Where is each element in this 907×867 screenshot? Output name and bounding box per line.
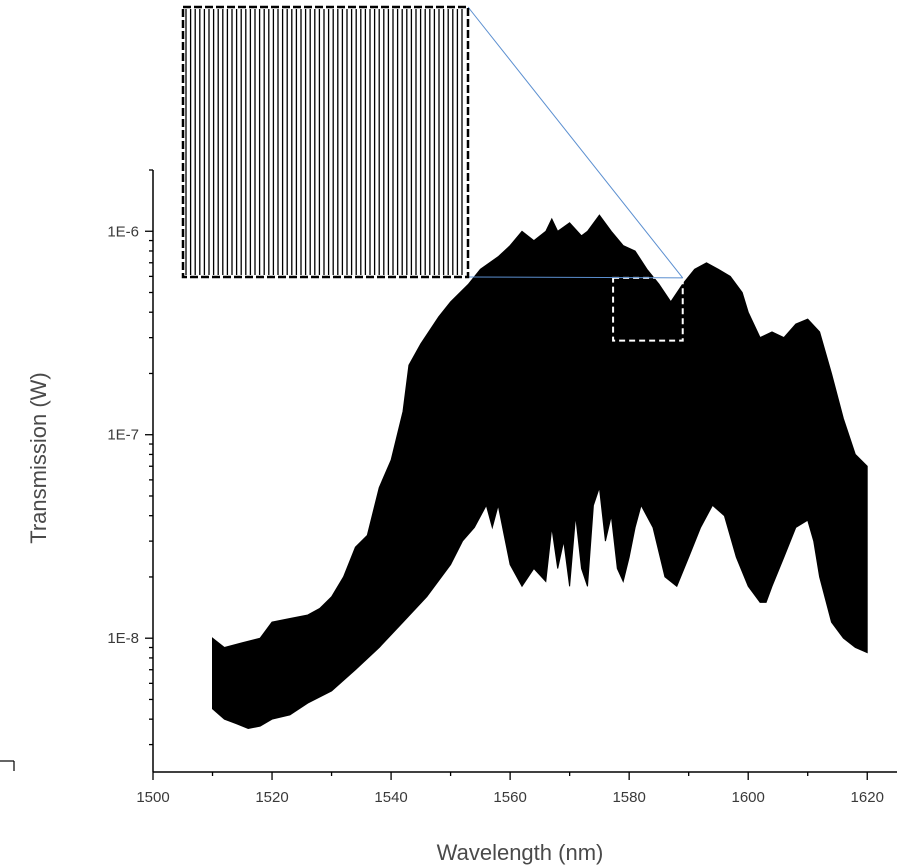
spectrum-envelope — [212, 214, 868, 730]
zoom-connector-top — [467, 6, 684, 279]
x-tick-label: 1620 — [851, 789, 884, 806]
y-tick-label: 1E-8 — [107, 630, 139, 647]
x-tick-label: 1580 — [612, 789, 645, 806]
zoom-inset — [181, 5, 470, 279]
y-tick-label: 1E-6 — [107, 223, 139, 240]
inset-frame — [181, 5, 470, 279]
x-tick-label: 1560 — [493, 789, 526, 806]
y-axis-title: Transmission (W) — [26, 372, 51, 544]
zoom-connector-bottom — [467, 276, 683, 279]
x-tick-label: 1500 — [136, 789, 169, 806]
inset-fringes — [185, 9, 463, 275]
y-tick-label: 1E-7 — [107, 427, 139, 444]
x-tick-label: 1600 — [732, 789, 765, 806]
x-axis-title: Wavelength (nm) — [437, 840, 604, 865]
x-ticks: 1500 1520 1540 1560 1580 1600 1620 — [136, 772, 884, 806]
y-ticks: 1E-8 1E-7 1E-6 — [107, 169, 153, 746]
x-tick-label: 1520 — [255, 789, 288, 806]
x-tick-label: 1540 — [374, 789, 407, 806]
